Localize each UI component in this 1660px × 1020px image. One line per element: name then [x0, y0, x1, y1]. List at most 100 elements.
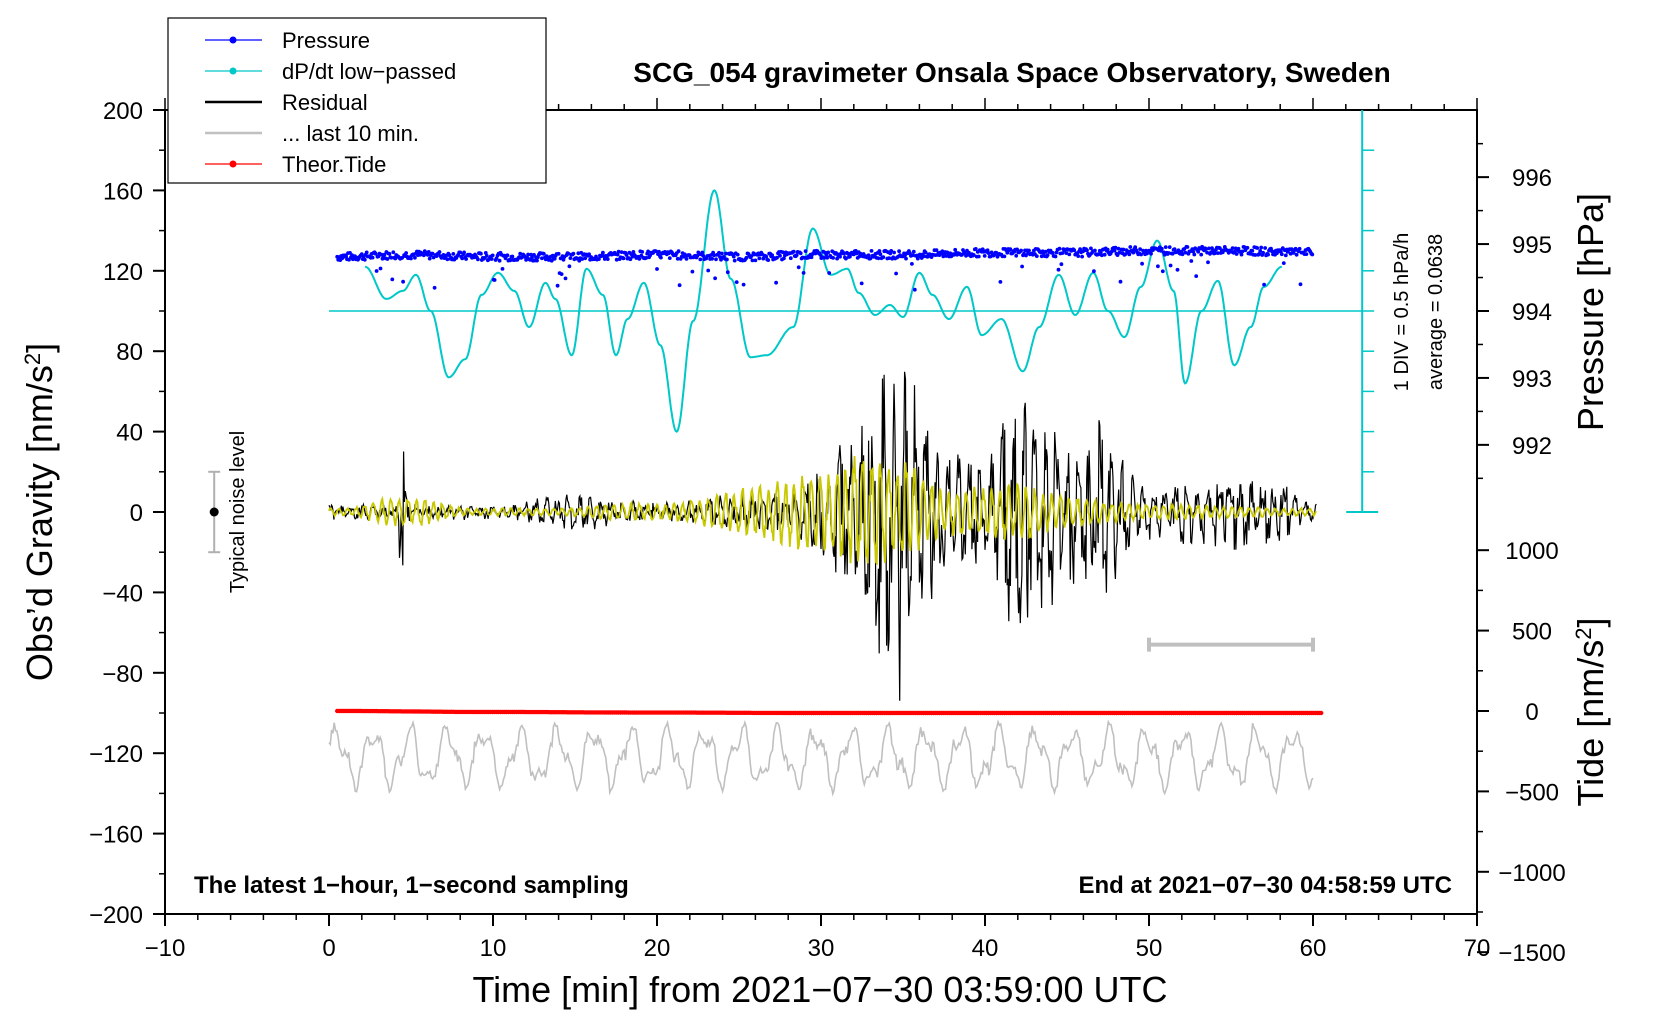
pressure-point	[741, 282, 746, 287]
pressure-point	[1294, 252, 1299, 257]
legend-marker	[229, 160, 237, 168]
pressure-point	[1113, 245, 1118, 250]
pressure-point	[489, 257, 494, 261]
pressure-point	[831, 256, 835, 260]
pressure-point	[764, 254, 769, 259]
pressure-point	[1255, 246, 1260, 250]
pressure-point	[587, 252, 591, 257]
pressure-point	[619, 250, 624, 255]
chart-title: SCG_054 gravimeter Onsala Space Observat…	[633, 57, 1390, 88]
pressure-point	[1002, 254, 1007, 259]
pressure-point	[717, 250, 721, 255]
pressure-point	[490, 253, 495, 258]
pressure-point	[432, 285, 437, 290]
pressure-point	[910, 253, 915, 258]
pressure-point	[437, 250, 442, 254]
noise-level-label: Typical noise level	[227, 431, 249, 593]
legend-box	[167, 17, 547, 184]
pressure-point	[441, 253, 446, 257]
x-tick-label: 30	[808, 935, 835, 962]
pressure-point	[374, 269, 379, 273]
pressure-point	[706, 268, 711, 273]
pressure-point	[460, 256, 465, 261]
pressure-point	[389, 255, 394, 260]
legend-items: Pressure dP/dt low−passed Residual ... last…	[205, 28, 456, 177]
x-tick-label: 20	[644, 935, 671, 962]
tide-label-sup: 2	[1571, 628, 1596, 640]
tide-tick-label: −500	[1505, 779, 1559, 806]
pressure-point	[1259, 245, 1264, 250]
pressure-point	[712, 253, 716, 258]
pressure-point	[774, 280, 778, 285]
pressure-point	[576, 251, 581, 256]
pressure-point	[720, 251, 724, 256]
pressure-point	[385, 257, 390, 261]
pressure-point	[571, 251, 576, 256]
pressure-point	[1149, 251, 1153, 256]
pressure-point	[894, 271, 898, 276]
pressure-point	[825, 255, 830, 260]
pressure-point	[529, 252, 533, 257]
pressure-point	[1064, 251, 1069, 256]
pressure-point	[505, 253, 510, 258]
pressure-point	[881, 255, 886, 260]
pressure-point	[778, 253, 782, 258]
legend-label: ... last 10 min.	[282, 121, 419, 146]
pressure-point	[1199, 252, 1204, 257]
pressure-point	[1133, 245, 1138, 250]
pressure-point	[430, 251, 435, 256]
legend-label: Theor.Tide	[282, 152, 386, 177]
pressure-point	[1204, 247, 1208, 251]
tide-label-end: ]	[1570, 618, 1611, 628]
y-tick-label: 80	[116, 339, 143, 366]
pressure-point	[568, 256, 573, 260]
end-time-note: End at 2021−07−30 04:58:59 UTC	[1078, 872, 1452, 899]
pressure-point	[976, 254, 981, 259]
pressure-point	[982, 254, 987, 258]
pressure-point	[676, 249, 681, 254]
pressure-point	[344, 254, 348, 259]
pressure-point	[518, 251, 523, 256]
pressure-point	[413, 255, 417, 260]
legend-marker	[229, 67, 237, 75]
x-tick-label: 0	[322, 935, 335, 962]
pressure-point	[761, 256, 766, 261]
pressure-point	[1258, 249, 1263, 253]
pressure-point	[1053, 254, 1058, 259]
pressure-axis-label: Pressure [hPa]	[1570, 193, 1611, 431]
pressure-point	[1050, 250, 1055, 255]
pressure-point	[912, 287, 917, 292]
pressure-point	[1304, 252, 1309, 256]
pressure-point	[757, 256, 762, 261]
y-label-left-end: ]	[19, 343, 60, 353]
pressure-point	[1127, 252, 1132, 257]
y-tick-label: −120	[89, 741, 143, 768]
pressure-point	[401, 279, 405, 284]
pressure-point	[535, 258, 539, 263]
pressure-point	[1283, 253, 1288, 258]
pressure-point	[580, 257, 585, 261]
pressure-point	[788, 256, 793, 261]
pressure-point	[892, 250, 896, 255]
x-tick-label: 50	[1136, 935, 1163, 962]
y-tick-label: −160	[89, 822, 143, 849]
y-tick-label: 120	[103, 259, 143, 286]
pressure-point	[362, 257, 367, 262]
pressure-point	[1059, 262, 1064, 267]
pressure-point	[801, 271, 806, 275]
pressure-tick-label: 993	[1512, 366, 1552, 393]
pressure-point	[451, 252, 456, 256]
pressure-point	[552, 256, 557, 261]
pressure-point	[510, 254, 515, 259]
y-tick-label: 160	[103, 178, 143, 205]
data-series	[328, 189, 1324, 797]
pressure-point	[373, 251, 378, 256]
pressure-tick-label: 992	[1512, 433, 1552, 460]
pressure-point	[889, 249, 894, 253]
pressure-point	[1080, 254, 1084, 259]
x-axis-label: Time [min] from 2021−07−30 03:59:00 UTC	[472, 969, 1167, 1010]
pressure-point	[476, 257, 480, 262]
pressure-point	[621, 256, 626, 261]
pressure-point	[803, 249, 808, 254]
tide-tick-label: 500	[1512, 619, 1552, 646]
